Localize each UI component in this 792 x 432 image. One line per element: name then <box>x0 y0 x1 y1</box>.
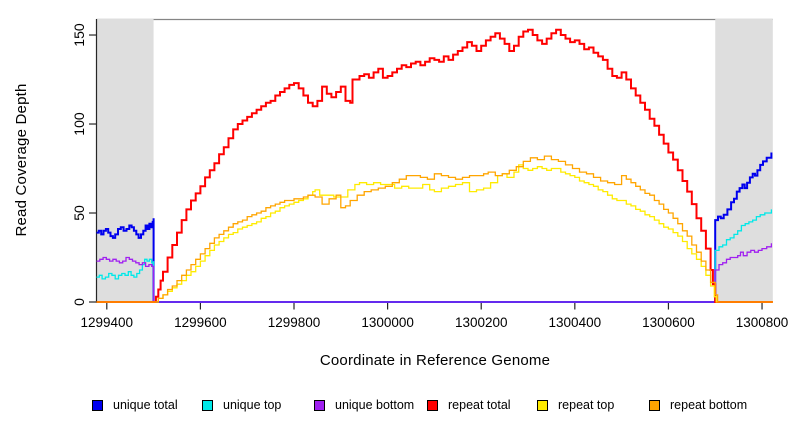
legend-item-unique-total: unique total <box>92 396 178 414</box>
y-tick-label: 0 <box>71 298 87 306</box>
x-tick-label: 1299800 <box>268 315 321 330</box>
x-tick-label: 1300200 <box>455 315 508 330</box>
x-axis-title: Coordinate in Reference Genome <box>319 352 551 369</box>
legend-item-unique-bottom: unique bottom <box>314 396 414 414</box>
x-tick-label: 1299400 <box>81 315 134 330</box>
legend-label: unique total <box>113 398 178 412</box>
legend-item-unique-top: unique top <box>202 396 281 414</box>
series-line-unique-total <box>96 152 773 303</box>
repeat-top-swatch-icon <box>537 399 548 411</box>
repeat-total-swatch-icon <box>427 399 438 411</box>
x-tick-label: 1300800 <box>736 315 789 330</box>
series-line-repeat-top <box>96 164 773 303</box>
legend-item-repeat-total: repeat total <box>427 396 511 414</box>
legend-item-repeat-bottom: repeat bottom <box>649 396 747 414</box>
y-tick-label: 100 <box>71 112 87 136</box>
unique-top-swatch-icon <box>202 399 213 411</box>
unique-bottom-swatch-icon <box>314 399 325 411</box>
legend-label: repeat top <box>558 398 615 412</box>
unique-total-swatch-icon <box>92 399 103 411</box>
y-tick-label: 50 <box>71 205 87 221</box>
series-line-unique-bottom <box>96 243 773 303</box>
x-tick-label: 1299600 <box>174 315 227 330</box>
legend-label: unique top <box>223 398 282 412</box>
x-tick-label: 1300000 <box>361 315 414 330</box>
y-axis-title: Read Coverage Depth <box>13 83 30 237</box>
legend-item-repeat-top: repeat top <box>537 396 614 414</box>
legend-label: repeat total <box>448 398 511 412</box>
legend-label: unique bottom <box>335 398 415 412</box>
series-line-repeat-total <box>96 28 773 303</box>
x-tick-label: 1300600 <box>642 315 695 330</box>
series-line-repeat-bottom <box>96 155 773 303</box>
x-tick-label: 1300400 <box>549 315 602 330</box>
shaded-region <box>96 18 154 303</box>
legend-label: repeat bottom <box>670 398 748 412</box>
legend: unique total unique top unique bottom re… <box>0 396 792 416</box>
repeat-bottom-swatch-icon <box>649 399 660 411</box>
y-tick-label: 150 <box>71 23 87 47</box>
series-line-unique-top <box>96 209 773 303</box>
